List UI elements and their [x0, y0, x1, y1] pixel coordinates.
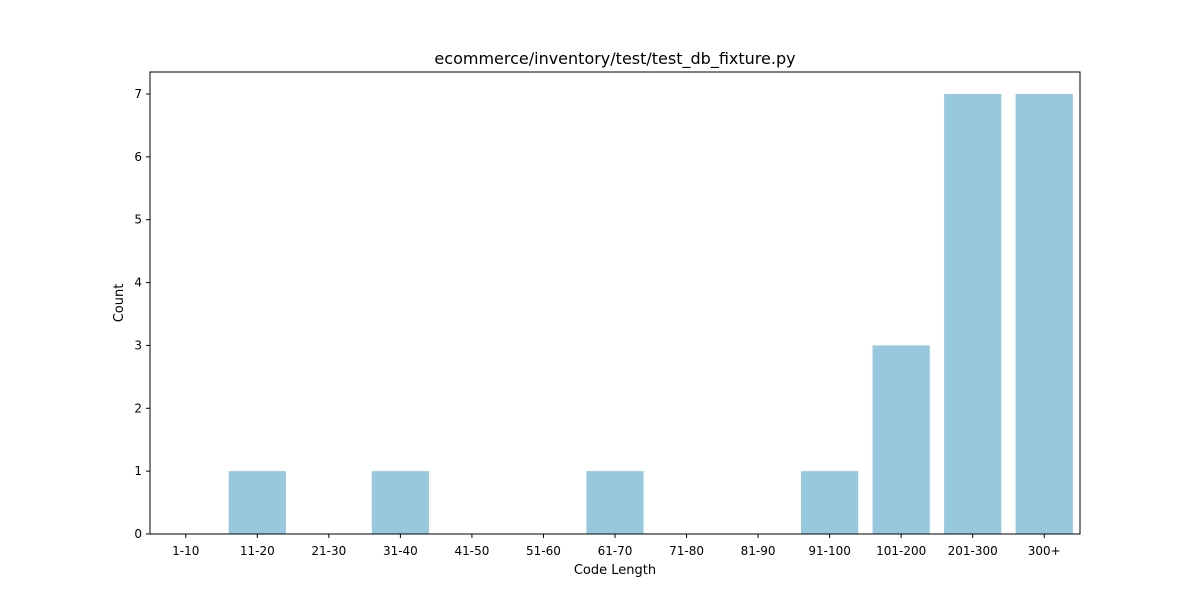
x-tick-label: 21-30	[311, 544, 346, 558]
y-tick-label: 0	[134, 527, 142, 541]
bar-201-300	[944, 94, 1001, 534]
bar-11-20	[229, 471, 286, 534]
y-tick-label: 4	[134, 276, 142, 290]
x-tick-label: 1-10	[172, 544, 199, 558]
bar-300+	[1016, 94, 1073, 534]
x-axis-ticks: 1-10 11-20 21-30 31-40 41-50 51-60 61-70 71-80 8…	[172, 534, 1061, 558]
x-tick-label: 91-100	[808, 544, 851, 558]
x-tick-label: 201-300	[948, 544, 998, 558]
x-tick-label: 11-20	[240, 544, 275, 558]
x-tick-label: 101-200	[876, 544, 926, 558]
bar-101-200	[873, 345, 930, 534]
y-tick-label: 2	[134, 401, 142, 415]
bar-61-70	[586, 471, 643, 534]
x-tick-label: 300+	[1028, 544, 1061, 558]
y-tick-label: 3	[134, 338, 142, 352]
y-axis-label: Count	[112, 284, 127, 323]
y-tick-label: 1	[134, 464, 142, 478]
bar-91-100	[801, 471, 858, 534]
chart-title: ecommerce/inventory/test/test_db_fixture…	[434, 49, 795, 69]
x-tick-label: 41-50	[454, 544, 489, 558]
x-tick-label: 51-60	[526, 544, 561, 558]
y-tick-label: 5	[134, 213, 142, 227]
x-tick-label: 31-40	[383, 544, 418, 558]
y-tick-label: 6	[134, 150, 142, 164]
y-tick-label: 7	[134, 87, 142, 101]
bars-group	[229, 94, 1073, 534]
x-tick-label: 81-90	[741, 544, 776, 558]
plot-area-frame	[150, 72, 1080, 534]
bar-31-40	[372, 471, 429, 534]
x-tick-label: 61-70	[598, 544, 633, 558]
x-tick-label: 71-80	[669, 544, 704, 558]
x-axis-label: Code Length	[574, 563, 656, 578]
y-axis-ticks: 0 1 2 3 4 5 6 7	[134, 87, 150, 541]
